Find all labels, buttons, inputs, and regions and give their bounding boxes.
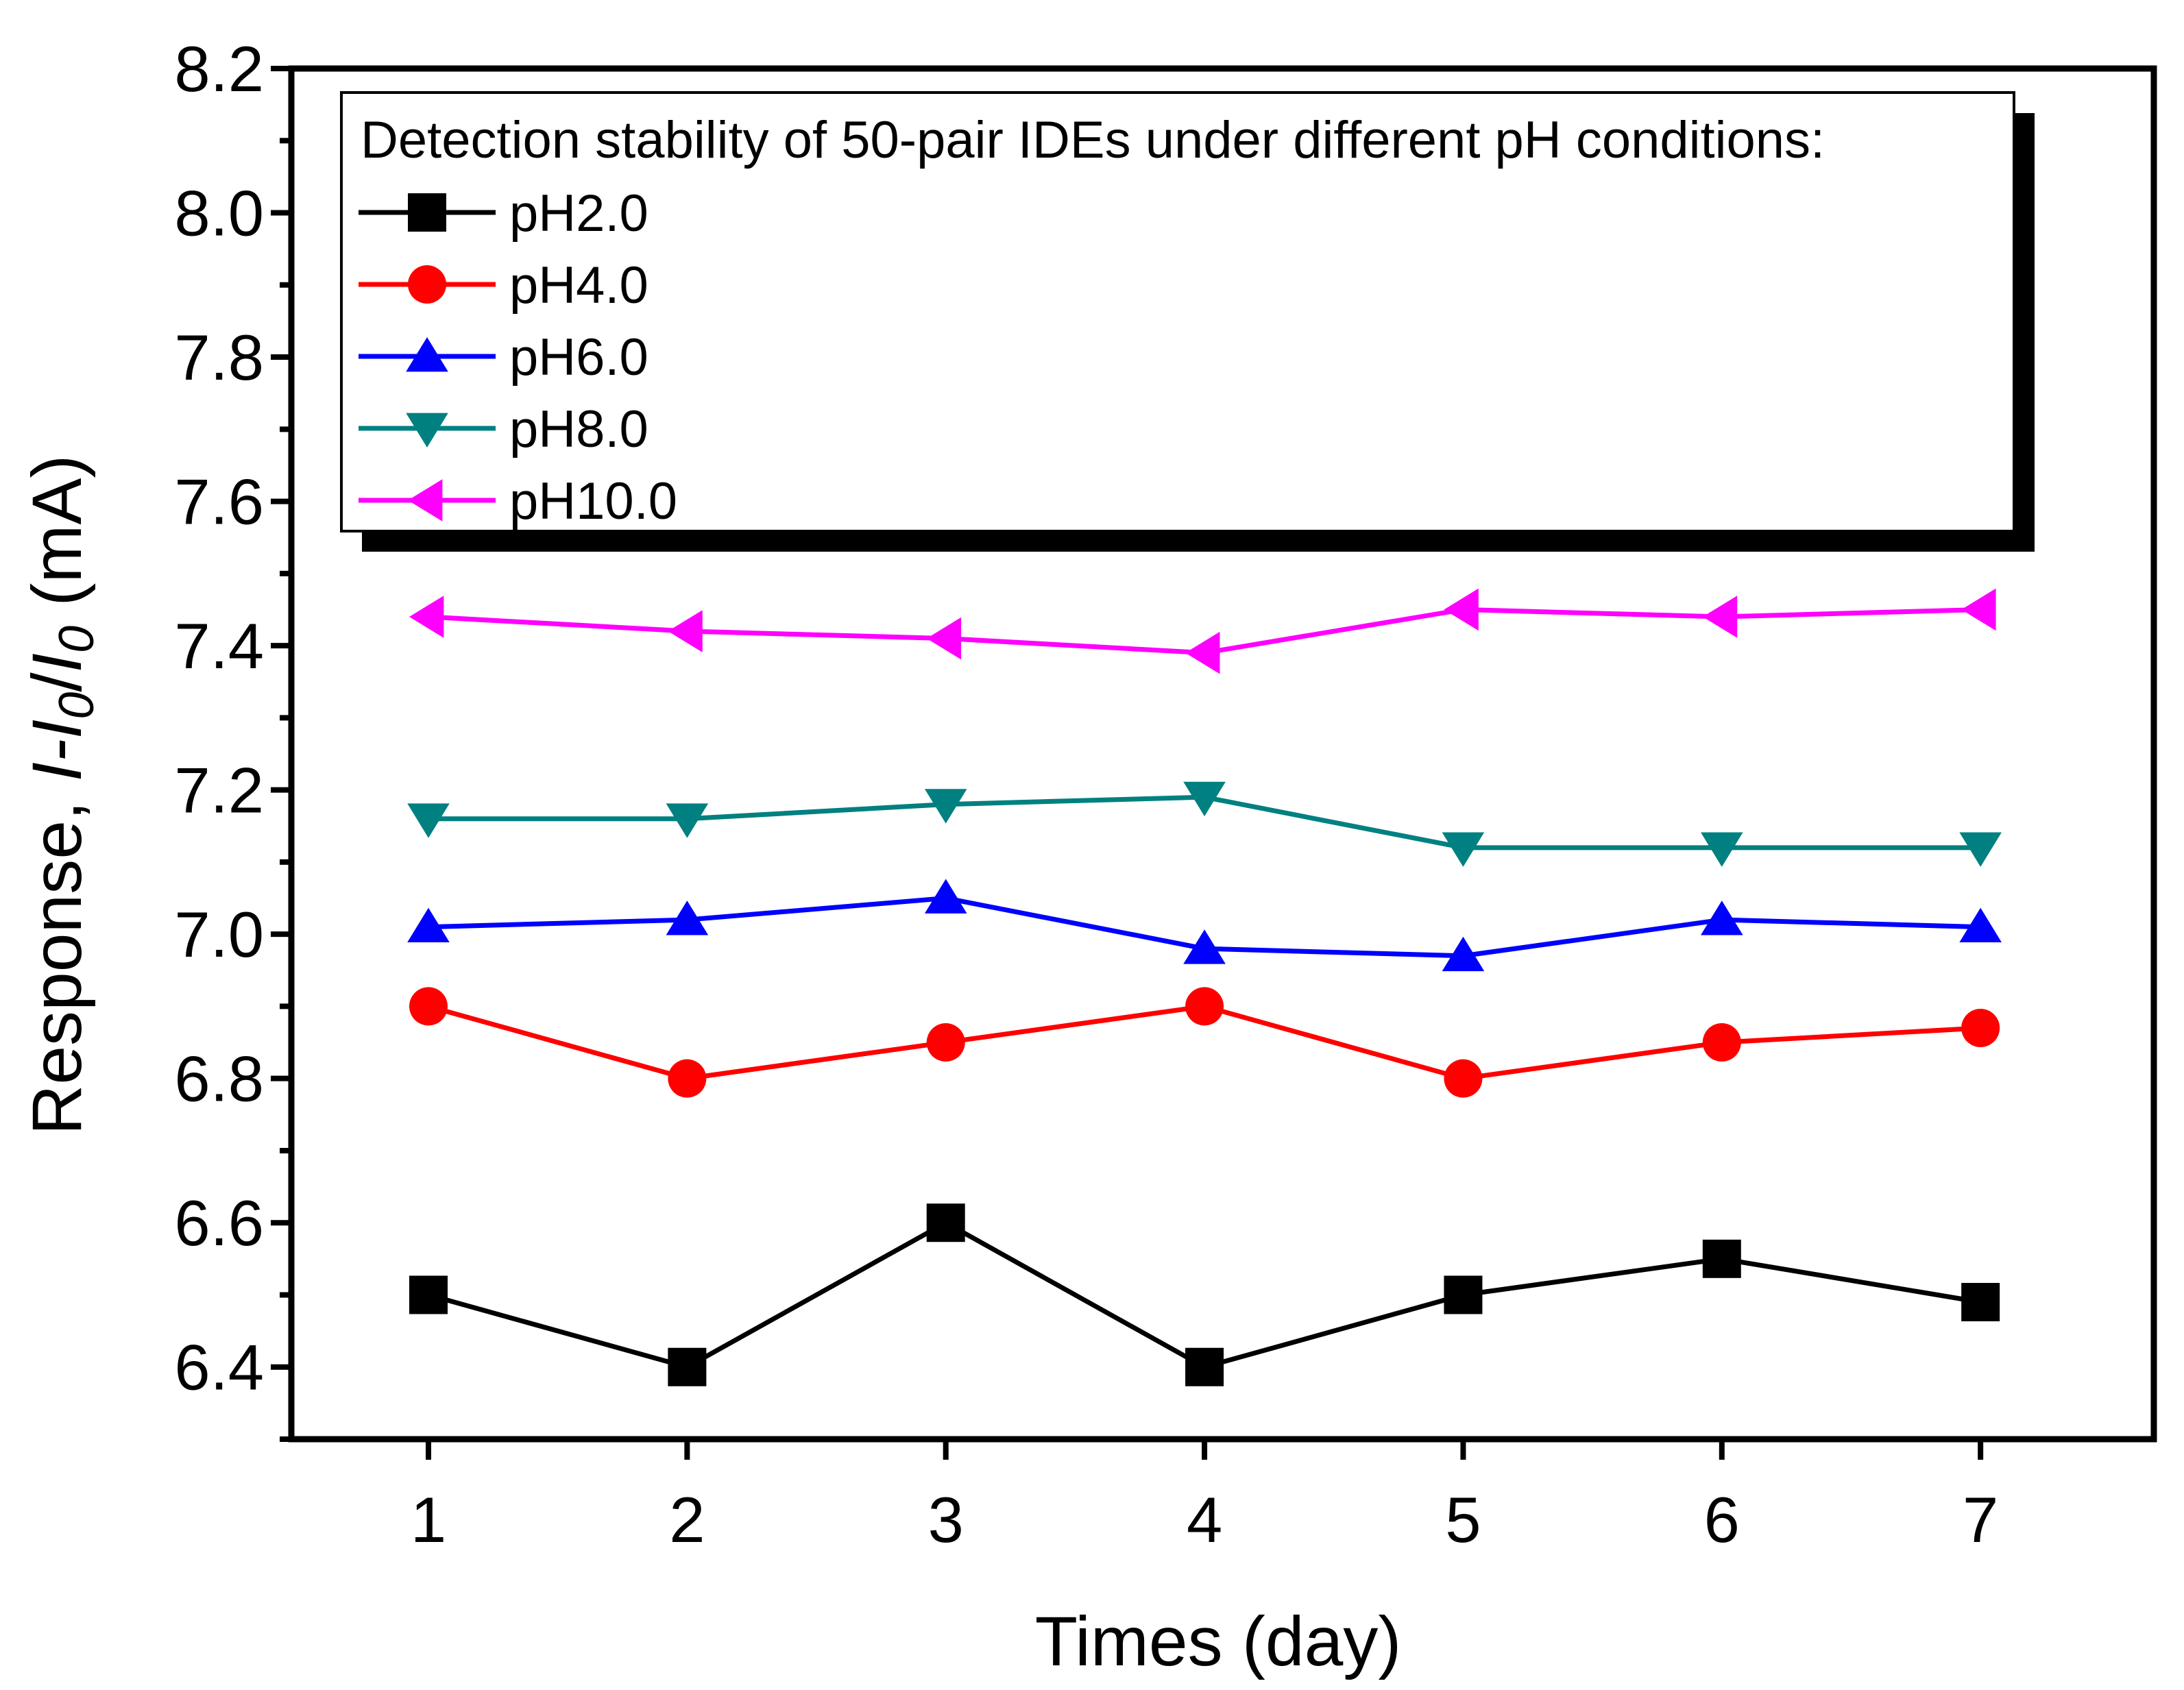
legend-marker — [408, 265, 446, 304]
data-point — [409, 596, 444, 638]
data-point — [407, 803, 450, 838]
data-point — [926, 617, 962, 660]
y-tick-label: 7.4 — [174, 610, 264, 682]
y-tick-label: 6.4 — [174, 1332, 264, 1404]
data-point — [1183, 781, 1226, 817]
legend-marker — [406, 413, 448, 448]
x-tick-label: 4 — [1187, 1484, 1222, 1556]
y-axis-title-unit: (mA) — [18, 455, 96, 626]
legend-label: pH2.0 — [509, 184, 648, 243]
legend-item: pH8.0 — [359, 400, 648, 458]
data-point — [407, 907, 450, 943]
series-line — [428, 1220, 1981, 1370]
legend-marker — [406, 337, 448, 372]
data-point — [1701, 832, 1743, 867]
y-tick-label: 8.0 — [174, 177, 264, 249]
legend-label: pH10.0 — [509, 472, 677, 530]
data-point — [1185, 631, 1220, 674]
data-point — [1702, 1239, 1741, 1278]
data-point — [1185, 1347, 1224, 1386]
y-tick-label: 7.0 — [174, 898, 264, 970]
y-axis-title: Response, I-I0/I0 (mA) — [18, 455, 104, 1136]
data-point — [666, 901, 709, 935]
legend-marker — [408, 193, 446, 232]
x-tick-label: 6 — [1704, 1484, 1740, 1556]
legend-box — [340, 91, 2015, 532]
y-axis-title-formula: I-I — [18, 720, 96, 782]
legend-item: pH6.0 — [359, 328, 648, 387]
legend-title: Detection stability of 50-pair IDEs unde… — [361, 111, 1825, 169]
y-tick-label: 7.6 — [174, 466, 264, 538]
y-tick-label: 7.8 — [174, 321, 264, 393]
y-axis-title-sub0: 0 — [49, 692, 104, 720]
data-point — [668, 610, 703, 652]
data-point — [1442, 936, 1485, 972]
data-point — [1701, 901, 1743, 935]
x-tick-label: 3 — [928, 1484, 964, 1556]
data-point — [924, 879, 967, 914]
data-point — [1183, 929, 1226, 964]
data-point — [1959, 907, 2002, 943]
y-tick-label: 6.6 — [174, 1187, 264, 1259]
legend-label: pH8.0 — [509, 400, 648, 458]
y-axis-title-slash: / — [18, 672, 96, 692]
y-axis-title-denom: I — [18, 653, 96, 672]
data-point — [1442, 832, 1485, 867]
legend-item: pH4.0 — [359, 256, 648, 315]
data-point — [1961, 1009, 2000, 1047]
series-pH2.0 — [409, 1203, 2000, 1386]
x-tick-label: 7 — [1963, 1484, 1998, 1556]
legend-item: pH2.0 — [359, 184, 648, 243]
data-point — [666, 803, 709, 838]
series-pH10.0 — [409, 588, 1996, 674]
y-axis-title-sub1: 0 — [49, 626, 104, 653]
y-tick-label: 8.2 — [174, 33, 264, 105]
data-point — [1444, 1275, 1483, 1314]
legend-item: pH10.0 — [359, 472, 677, 530]
data-point — [1444, 588, 1479, 631]
legend-label: pH4.0 — [509, 256, 648, 315]
plot-frame — [288, 65, 2157, 1443]
x-axis-title: Times (day) — [1035, 1602, 1402, 1680]
data-point — [1702, 1023, 1741, 1062]
data-point — [924, 789, 967, 824]
x-tick-label: 5 — [1445, 1484, 1481, 1556]
y-tick-label: 6.8 — [174, 1043, 264, 1115]
data-point — [1702, 596, 1738, 638]
x-tick-label: 2 — [669, 1484, 705, 1556]
data-point — [1185, 987, 1224, 1026]
legend-label: pH6.0 — [509, 328, 648, 387]
data-point — [668, 1059, 707, 1098]
y-tick-label: 7.2 — [174, 755, 264, 826]
data-point — [1961, 588, 1996, 631]
y-axis-title-prefix: Response, — [18, 781, 96, 1135]
data-point — [1444, 1059, 1483, 1098]
series-pH4.0 — [409, 987, 2000, 1098]
data-point — [926, 1023, 965, 1062]
series-pH6.0 — [407, 879, 2002, 972]
data-point — [668, 1347, 707, 1386]
data-point — [409, 987, 448, 1026]
data-point — [1959, 832, 2002, 867]
data-point — [1961, 1283, 2000, 1321]
svg-text:Response, I-I0/I0 (mA): Response, I-I0/I0 (mA) — [18, 455, 104, 1136]
data-point — [926, 1203, 965, 1242]
data-point — [409, 1275, 448, 1314]
x-tick-label: 1 — [411, 1484, 446, 1556]
legend-marker — [408, 479, 443, 522]
series-pH8.0 — [407, 781, 2002, 867]
